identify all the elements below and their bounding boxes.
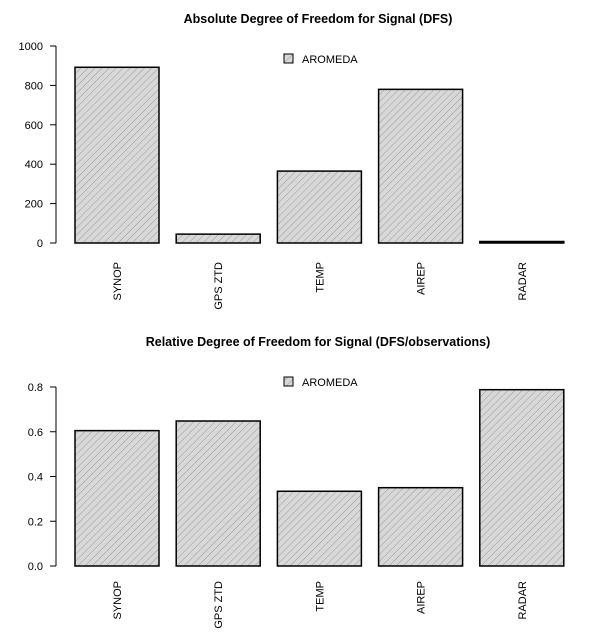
y-ticks: 0.0 0.2 0.4 0.6 0.8 — [28, 382, 56, 573]
x-tick-label: AIREP — [416, 262, 428, 295]
y-tick-label: 0 — [37, 238, 43, 250]
legend-swatch — [283, 376, 294, 387]
legend: AROMEDA — [283, 53, 358, 66]
bar-synop — [74, 429, 160, 567]
chart-title: Absolute Degree of Freedom for Signal (D… — [184, 12, 453, 26]
y-tick-label: 0.8 — [28, 382, 43, 394]
y-tick-label: 0.6 — [28, 427, 43, 439]
bars — [74, 66, 565, 244]
y-tick-label: 1000 — [19, 41, 43, 53]
x-tick-label: TEMP — [314, 262, 326, 293]
x-tick-label: AIREP — [416, 581, 428, 614]
x-tick-label: GPS ZTD — [213, 581, 225, 629]
bar-airep — [377, 88, 464, 244]
y-ticks: 0 200 400 600 800 1000 — [19, 41, 56, 250]
y-tick-label: 800 — [25, 80, 43, 92]
y-tick-label: 0.4 — [28, 472, 43, 484]
legend-label: AROMEDA — [302, 54, 358, 66]
x-tick-label: SYNOP — [112, 581, 124, 620]
y-tick-label: 600 — [25, 120, 43, 132]
bars — [74, 388, 565, 567]
legend: AROMEDA — [283, 376, 358, 389]
x-tick-label: TEMP — [314, 581, 326, 612]
y-axis: 0 200 400 600 800 1000 — [19, 41, 57, 250]
legend-label: AROMEDA — [302, 377, 358, 389]
x-tick-labels: SYNOP GPS ZTD TEMP AIREP RADAR — [112, 581, 529, 629]
y-axis: 0.0 0.2 0.4 0.6 0.8 — [28, 382, 57, 573]
bar-synop — [74, 66, 160, 244]
bar-gps-ztd — [175, 420, 261, 567]
y-tick-label: 400 — [25, 159, 43, 171]
bar-temp — [276, 170, 363, 244]
y-tick-label: 0.2 — [28, 516, 43, 528]
y-tick-label: 200 — [25, 199, 43, 211]
x-tick-label: SYNOP — [112, 262, 124, 301]
x-tick-label: RADAR — [517, 262, 529, 301]
chart-panel-absolute: Absolute Degree of Freedom for Signal (D… — [19, 12, 565, 310]
legend-swatch — [283, 53, 294, 64]
x-tick-labels: SYNOP GPS ZTD TEMP AIREP RADAR — [112, 262, 529, 310]
bar-radar — [479, 240, 565, 244]
chart-title: Relative Degree of Freedom for Signal (D… — [146, 335, 491, 349]
bar-airep — [377, 486, 464, 567]
x-tick-label: RADAR — [517, 581, 529, 620]
x-tick-label: GPS ZTD — [213, 262, 225, 310]
bar-temp — [276, 490, 363, 567]
bar-radar — [479, 388, 565, 567]
chart-panel-relative: Relative Degree of Freedom for Signal (D… — [28, 335, 565, 629]
bar-gps-ztd — [175, 233, 261, 244]
y-tick-label: 0.0 — [28, 561, 43, 573]
